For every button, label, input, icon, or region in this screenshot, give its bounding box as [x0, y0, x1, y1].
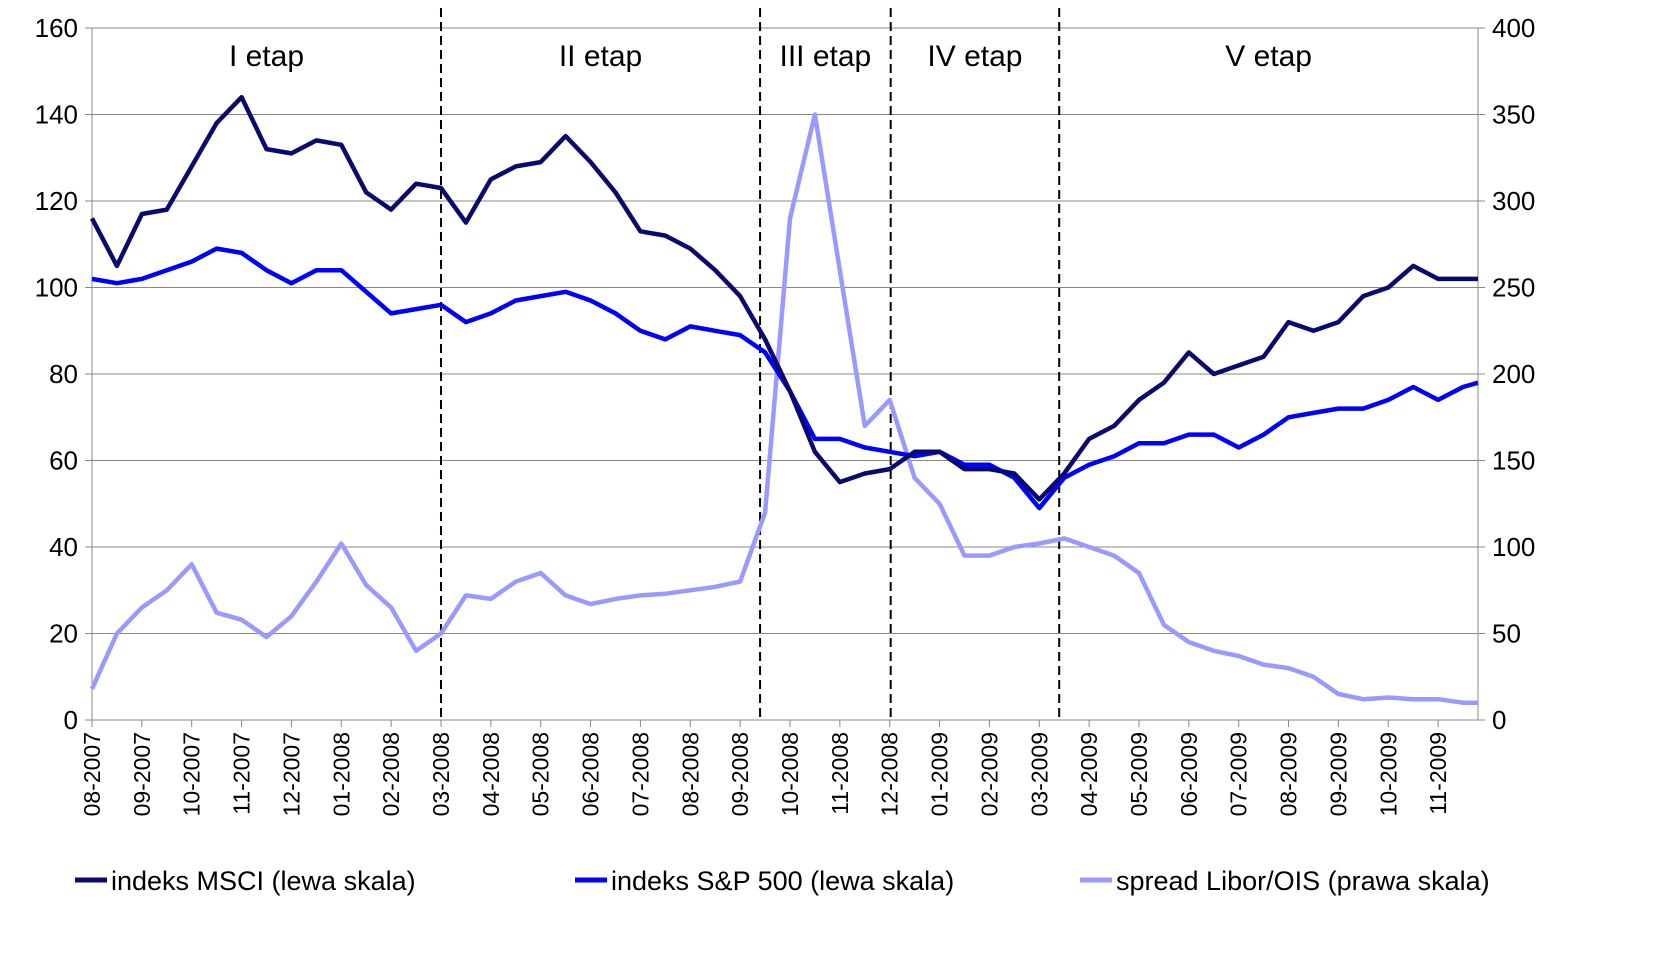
y-tick-label: 0	[64, 705, 78, 735]
x-tick-label: 10-2009	[1375, 732, 1401, 816]
y2-tick-label: 200	[1492, 359, 1535, 389]
x-tick-label: 10-2008	[777, 732, 803, 816]
y-tick-label: 160	[35, 13, 78, 43]
x-tick-label: 03-2009	[1026, 732, 1052, 816]
y-tick-label: 20	[49, 619, 78, 649]
legend-label: indeks S&P 500 (lewa skala)	[611, 866, 954, 896]
x-tick-label: 09-2009	[1325, 732, 1351, 816]
x-tick-label: 10-2007	[179, 732, 205, 816]
x-tick-label: 09-2007	[129, 732, 155, 816]
stage-label: II etap	[559, 40, 642, 73]
y-tick-label: 80	[49, 359, 78, 389]
legend-label: spread Libor/OIS (prawa skala)	[1116, 866, 1490, 896]
series-line	[90, 94, 1478, 502]
series-line	[89, 112, 1478, 705]
x-tick-label: 07-2008	[627, 732, 653, 816]
x-tick-label: 12-2007	[278, 732, 304, 816]
x-tick-label: 01-2009	[927, 732, 953, 816]
x-tick-label: 04-2008	[478, 732, 504, 816]
y-tick-label: 60	[49, 446, 78, 476]
y2-tick-label: 150	[1492, 446, 1535, 476]
stage-label: IV etap	[927, 40, 1022, 73]
x-tick-label: 01-2008	[328, 732, 354, 816]
y2-tick-label: 0	[1492, 705, 1506, 735]
stage-label: V etap	[1225, 40, 1312, 73]
legend-label: indeks MSCI (lewa skala)	[111, 866, 416, 896]
x-tick-label: 08-2009	[1276, 732, 1302, 816]
x-tick-label: 06-2009	[1176, 732, 1202, 816]
x-tick-label: 09-2008	[727, 732, 753, 816]
x-tick-label: 11-2008	[827, 732, 853, 815]
stage-label: I etap	[229, 40, 304, 73]
x-tick-label: 02-2008	[378, 732, 404, 816]
x-tick-label: 07-2009	[1226, 732, 1252, 816]
x-tick-label: 11-2007	[229, 732, 255, 815]
x-tick-label: 11-2009	[1425, 732, 1451, 815]
y-tick-label: 40	[49, 532, 78, 562]
x-tick-label: 12-2008	[877, 732, 903, 816]
x-tick-label: 05-2009	[1126, 732, 1152, 816]
x-tick-label: 02-2009	[976, 732, 1002, 816]
y-tick-label: 120	[35, 186, 78, 216]
y2-tick-label: 350	[1492, 100, 1535, 130]
x-tick-label: 06-2008	[578, 732, 604, 816]
x-tick-label: 03-2008	[428, 732, 454, 816]
y-tick-label: 140	[35, 100, 78, 130]
x-tick-label: 08-2008	[677, 732, 703, 816]
y2-tick-label: 400	[1492, 13, 1535, 43]
y2-tick-label: 50	[1492, 619, 1521, 649]
stage-label: III etap	[780, 40, 872, 73]
y-tick-label: 100	[35, 273, 78, 303]
y2-tick-label: 300	[1492, 186, 1535, 216]
y2-tick-label: 100	[1492, 532, 1535, 562]
x-tick-label: 04-2009	[1076, 732, 1102, 816]
y2-tick-label: 250	[1492, 273, 1535, 303]
x-tick-label: 08-2007	[79, 732, 105, 816]
x-tick-label: 05-2008	[528, 732, 554, 816]
